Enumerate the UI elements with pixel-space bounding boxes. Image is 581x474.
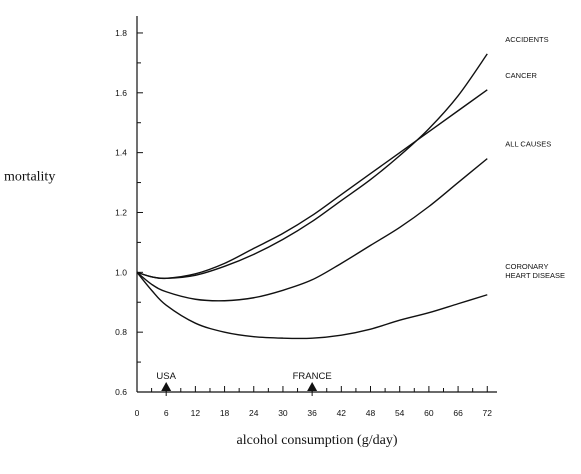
x-tick-label: 72	[483, 408, 493, 418]
y-axis-title: mortality	[4, 170, 55, 185]
series-line-coronary-heart-disease	[136, 271, 488, 340]
series-label-coronary-heart-disease: CORONARY HEART DISEASE	[505, 262, 565, 280]
x-tick-label: 30	[278, 408, 288, 418]
annotations: USA FRANCE	[156, 371, 332, 396]
y-tick-label: 0.8	[115, 327, 127, 337]
x-tick-label: 66	[453, 408, 463, 418]
x-tick-label: 54	[395, 408, 405, 418]
y-tick-label: 1.2	[115, 207, 127, 217]
annotation-arrow-usa	[161, 382, 172, 391]
y-tick-label: 1.4	[115, 148, 127, 158]
y-tick-label: 0.6	[115, 387, 127, 397]
y-tick-label: 1.0	[115, 267, 127, 277]
annotation-france: FRANCE	[293, 371, 332, 382]
x-tick-label: 6	[164, 408, 169, 418]
x-tick-label: 60	[424, 408, 434, 418]
x-tick-label: 42	[337, 408, 347, 418]
series-line-cancer	[136, 89, 488, 280]
series-label-cancer: CANCER	[505, 71, 537, 80]
x-axis-title: alcohol consumption (g/day)	[237, 433, 398, 448]
series-label-all-causes: ALL CAUSES	[505, 140, 551, 149]
x-tick-label: 18	[220, 408, 230, 418]
x-tick-label: 36	[307, 408, 317, 418]
y-ticks: 0.6 0.8 1.0 1.2 1.4 1.6 1.8	[115, 28, 143, 397]
x-tick-label: 12	[191, 408, 201, 418]
y-tick-label: 1.6	[115, 88, 127, 98]
annotation-usa: USA	[156, 371, 176, 382]
x-ticks: 0 6 12 18 24 30 36 42 48 54 60 66 72	[135, 386, 493, 418]
series-line-accidents	[136, 53, 488, 280]
axes	[136, 16, 497, 393]
x-tick-label: 24	[249, 408, 259, 418]
x-tick-label: 0	[135, 408, 140, 418]
annotation-arrow-france	[307, 382, 318, 391]
series: ACCIDENTS CANCER ALL CAUSES CORONARY HEART D…	[136, 35, 565, 340]
x-tick-label: 48	[366, 408, 376, 418]
y-tick-label: 1.8	[115, 28, 127, 38]
series-line-all-causes	[136, 158, 488, 302]
series-label-accidents: ACCIDENTS	[505, 35, 548, 44]
